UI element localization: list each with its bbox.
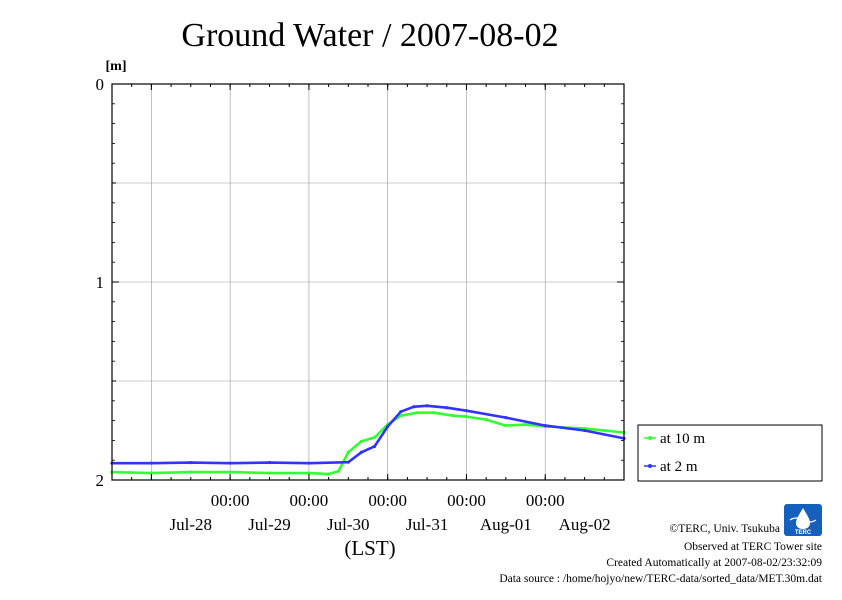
legend: at 10 m at 2 m [637, 424, 823, 482]
data-point-1 [399, 410, 403, 414]
data-point-0 [189, 470, 193, 474]
data-point-1 [228, 461, 232, 465]
data-point-0 [602, 428, 606, 433]
data-point-1 [267, 460, 272, 465]
data-point-1 [346, 460, 350, 464]
x-tick-labels: 00:00 00:00 00:00 00:00 00:00 Jul-28 Jul-29 Jul… [170, 491, 611, 534]
x-day-label: Jul-30 [327, 515, 370, 534]
y-tick-label: 2 [96, 471, 105, 490]
logo-text: TERC [795, 530, 812, 536]
data-point-0 [359, 439, 364, 443]
data-point-0 [415, 411, 419, 415]
data-point-0 [399, 414, 403, 418]
data-point-1 [149, 461, 153, 465]
series-line-0 [111, 411, 625, 476]
data-point-0 [327, 472, 331, 476]
data-point-0 [504, 423, 508, 428]
legend-marker-2m [648, 464, 652, 468]
data-point-1 [543, 423, 547, 428]
data-point-1 [386, 424, 390, 429]
data-point-0 [432, 411, 436, 415]
wave-icon [789, 517, 817, 523]
credit-source: Data source : /home/hojyo/new/TERC-data/… [499, 573, 822, 585]
series-layer [110, 404, 626, 476]
x-time-tick-label: 00:00 [526, 491, 565, 510]
series-line-1 [112, 404, 625, 465]
x-time-tick-label: 00:00 [447, 491, 486, 510]
x-day-label: Jul-31 [406, 515, 449, 534]
x-day-label: Aug-02 [559, 515, 611, 534]
y-tick-label: 1 [96, 273, 105, 292]
water-drop-icon [796, 508, 810, 529]
legend-marker-10m [648, 436, 652, 440]
chart-title: Ground Water / 2007-08-02 [181, 17, 558, 54]
x-time-tick-label: 00:00 [211, 491, 250, 510]
data-point-0 [336, 469, 341, 473]
legend-label-2m: at 2 m [660, 459, 698, 475]
data-point-0 [484, 418, 488, 422]
data-point-0 [307, 471, 311, 475]
x-axis-label: (LST) [344, 536, 395, 560]
data-point-1 [189, 460, 193, 465]
credit-copyright: ©TERC, Univ. Tsukuba [670, 523, 780, 535]
legend-box [637, 424, 823, 482]
data-point-1 [372, 444, 377, 448]
data-point-1 [464, 409, 469, 413]
data-point-0 [149, 471, 153, 475]
legend-label-10m: at 10 m [660, 431, 705, 447]
y-tick-label: 0 [96, 75, 105, 94]
data-point-0 [267, 471, 272, 475]
grid-lines [112, 83, 624, 481]
data-point-0 [346, 450, 350, 454]
y-axis-unit: [m] [106, 59, 127, 74]
x-time-tick-label: 00:00 [290, 491, 329, 510]
data-point-0 [464, 415, 469, 419]
credit-created: Created Automatically at 2007-08-02/23:3… [606, 557, 822, 569]
x-day-label: Jul-29 [248, 515, 291, 534]
credit-observed: Observed at TERC Tower site [684, 541, 822, 553]
x-time-tick-label: 00:00 [368, 491, 407, 510]
y-tick-labels: 0 1 2 [96, 75, 105, 490]
x-day-label: Jul-28 [170, 515, 213, 534]
data-point-1 [359, 450, 364, 454]
data-point-0 [228, 470, 232, 474]
data-point-0 [372, 435, 377, 440]
terc-logo: TERC [784, 504, 822, 536]
x-day-label: Aug-01 [480, 515, 532, 534]
data-point-1 [307, 461, 311, 465]
data-point-0 [523, 422, 528, 427]
data-point-1 [583, 428, 587, 433]
data-point-1 [504, 416, 508, 420]
data-point-0 [451, 414, 455, 418]
data-point-1 [412, 405, 416, 409]
axis-ticks [111, 83, 625, 481]
data-point-1 [445, 406, 449, 410]
data-point-1 [425, 404, 429, 408]
